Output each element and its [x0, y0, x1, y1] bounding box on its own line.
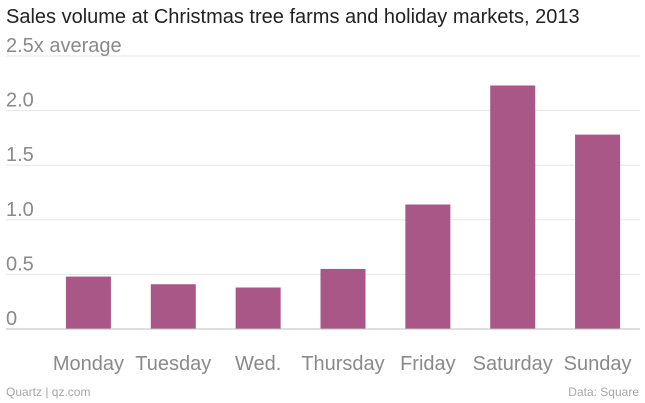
x-axis-ticks: Monday Tuesday Wed. Thursday Friday Saturday S… — [53, 353, 632, 375]
x-tick-label: Saturday — [473, 353, 553, 375]
x-tick-label: Wed. — [235, 353, 281, 375]
chart-title: Sales volume at Christmas tree farms and… — [6, 6, 580, 28]
y-tick-label: 1.0 — [6, 199, 34, 221]
bar — [235, 287, 281, 329]
y-tick-label: 0 — [6, 308, 17, 330]
x-tick-label: Sunday — [564, 353, 632, 375]
x-tick-label: Tuesday — [135, 353, 211, 375]
bar — [575, 134, 621, 329]
grid-lines — [6, 55, 640, 275]
y-tick-label: 1.5 — [6, 144, 34, 166]
y-tick-label: 0.5 — [6, 253, 34, 275]
bar — [150, 284, 196, 329]
bars — [65, 85, 621, 329]
source-credit: Quartz | qz.com — [6, 385, 91, 399]
x-tick-label: Thursday — [301, 353, 384, 375]
y-tick-label: 2.0 — [6, 90, 34, 112]
y-tick-label: 2.5x average — [6, 35, 122, 57]
x-tick-label: Friday — [400, 353, 456, 375]
bar — [320, 268, 366, 329]
x-tick-label: Monday — [53, 353, 124, 375]
bar — [490, 85, 536, 329]
bar — [405, 204, 451, 329]
data-source: Data: Square — [568, 385, 639, 399]
bar — [65, 276, 111, 329]
y-axis-ticks: 0 0.5 1.0 1.5 2.0 2.5x average — [6, 35, 122, 330]
